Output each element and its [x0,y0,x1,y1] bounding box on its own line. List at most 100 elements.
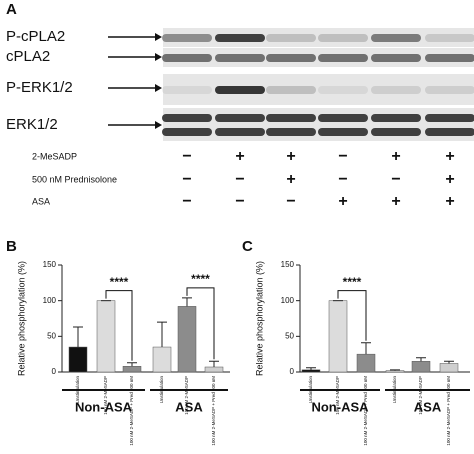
blot-band [215,54,265,62]
bar [411,361,431,373]
bar [356,353,376,373]
y-tick-label: 100 [43,296,57,305]
error-bar [127,362,137,367]
bar [328,300,348,373]
bar [177,306,197,373]
blot-row-label: ERK1/2 [6,116,58,133]
y-tick-label: 100 [281,296,295,305]
y-tick-label: 150 [281,260,295,269]
bar [122,366,142,373]
bar [204,366,224,373]
treatment-label: ASA [32,196,50,206]
blot-strip [163,28,474,47]
blot-band [162,54,212,62]
blot-row-label: P-ERK1/2 [6,79,73,96]
treatment-sign: − [391,171,400,188]
arrow-head [155,84,162,92]
treatment-label: 500 nM Prednisolone [32,174,117,184]
treatment-sign: + [391,148,400,165]
bar [439,363,459,373]
significance-label: **** [110,275,129,289]
y-tick-label: 0 [52,367,57,376]
y-axis-label: Relative phosphorylation (%) [16,261,26,376]
blot-band [371,54,421,62]
treatment-sign: + [338,193,347,210]
treatment-sign: − [338,148,347,165]
x-tick-label: 100 nM 2-MeSADP [335,376,340,415]
blot-band [266,86,316,94]
blot-band [266,128,316,136]
arrow-head [155,53,162,61]
group-label: Non-ASA [311,399,369,414]
treatment-sign: − [182,148,191,165]
blot-band [318,34,368,42]
x-tick-label: 100 nM 2-MeSADP + Pred 500 nM [446,376,451,446]
blot-band [162,128,212,136]
significance-label: **** [343,275,362,289]
blot-band [318,114,368,122]
blot-row-label: cPLA2 [6,48,50,65]
error-bar [209,360,219,368]
significance-bracket [337,290,367,341]
blot-band [215,34,265,42]
treatment-sign: + [286,148,295,165]
blot-band [162,114,212,122]
blot-band [371,86,421,94]
treatment-sign: + [235,148,244,165]
group-label: ASA [175,399,203,414]
blot-band [425,114,474,122]
treatment-sign: − [182,171,191,188]
significance-bracket [186,287,215,360]
bar [96,300,116,373]
blot-band [215,86,265,94]
panel-label: B [6,238,17,255]
significance-bracket [105,290,133,361]
error-bar [416,357,426,362]
group-label: Non-ASA [75,399,133,414]
x-tick-label: 100 nM 2-MeSADP [103,376,108,415]
error-bar [73,326,83,348]
blot-band [425,34,474,42]
treatment-sign: + [445,148,454,165]
blot-band [425,54,474,62]
significance-label: **** [191,272,210,286]
arrow-head [155,33,162,41]
blot-band [162,86,212,94]
treatment-sign: − [235,171,244,188]
y-tick-label: 0 [290,367,295,376]
blot-band [371,128,421,136]
bar [385,370,405,373]
y-tick-label: 50 [285,331,294,340]
x-tick-label: 100 nM 2-MeSADP [418,376,423,415]
error-bar [182,297,192,307]
blot-band [318,54,368,62]
y-tick-label: 50 [47,331,56,340]
treatment-sign: − [338,171,347,188]
treatment-sign: + [445,171,454,188]
blot-band [266,54,316,62]
blot-band [215,114,265,122]
treatment-label: 2-MeSADP [32,151,77,161]
treatment-sign: − [182,193,191,210]
treatment-sign: − [235,193,244,210]
arrow-head [155,121,162,129]
panel-label: A [6,1,17,18]
x-tick-label: 100 nM 2-MeSADP + Pred 500 nM [211,376,216,446]
error-bar [361,342,371,355]
group-label: ASA [414,399,442,414]
error-bar [444,360,454,364]
blot-band [425,86,474,94]
treatment-sign: + [445,193,454,210]
blot-row-label: P-cPLA2 [6,28,65,45]
bar [152,346,172,373]
blot-strip [163,108,474,141]
treatment-sign: − [286,193,295,210]
panel-label: C [242,238,253,255]
blot-band [425,128,474,136]
blot-band [266,114,316,122]
error-bar [306,367,316,370]
blot-band [215,128,265,136]
x-tick-label: 100 nM 2-MeSADP [184,376,189,415]
blot-band [162,34,212,42]
